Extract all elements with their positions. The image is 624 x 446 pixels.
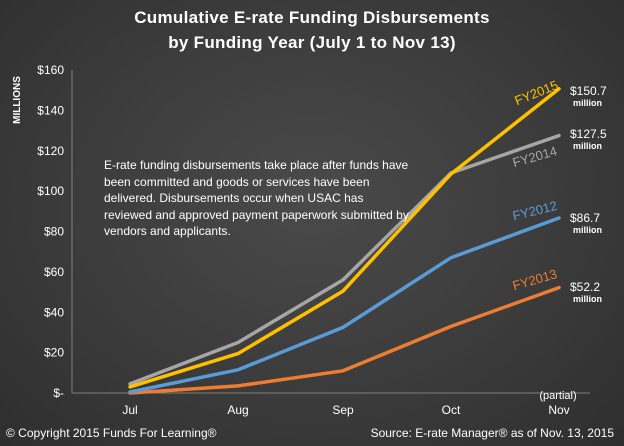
end-value-label: $52.2 [570, 280, 600, 294]
x-tick-label: Sep [332, 403, 354, 417]
series-label-fy2014: FY2014 [511, 143, 559, 170]
x-category-note: (partial) [539, 390, 576, 402]
series-line-fy2013 [128, 285, 561, 395]
x-tick-label: Nov [548, 403, 569, 417]
chart-annotation: E-rate funding disbursements take place … [104, 158, 409, 238]
chart-subtitle: by Funding Year (July 1 to Nov 13) [168, 33, 456, 52]
chart-title: Cumulative E-rate Funding Disbursements [134, 8, 490, 27]
series-line-fy2015 [128, 87, 561, 389]
end-value-unit: million [573, 141, 602, 151]
y-tick-label: $80 [44, 225, 64, 239]
y-tick-label: $60 [44, 265, 64, 279]
series-line-fy2012 [128, 216, 561, 394]
end-value-label: $150.7 [570, 84, 607, 98]
y-tick-label: $120 [37, 144, 64, 158]
y-tick-label: $160 [37, 63, 64, 77]
y-tick-label: $100 [37, 184, 64, 198]
series-label-fy2015: FY2015 [512, 77, 560, 108]
y-tick-label: $20 [44, 346, 64, 360]
copyright-text: © Copyright 2015 Funds For Learning® [6, 426, 217, 440]
y-tick-label: $140 [37, 103, 64, 117]
x-tick-label: Oct [442, 403, 461, 417]
end-value-unit: million [573, 98, 602, 108]
x-tick-label: Jul [122, 403, 137, 417]
end-value-label: $86.7 [570, 211, 600, 225]
series-line-fy2014 [128, 133, 561, 386]
y-axis-title: MILLIONS [12, 76, 23, 124]
end-value-label: $127.5 [570, 127, 607, 141]
end-value-unit: million [573, 225, 602, 235]
y-tick-label: $40 [44, 305, 64, 319]
source-text: Source: E-rate Manager® as of Nov. 13, 2… [370, 426, 614, 440]
x-tick-label: Aug [227, 403, 248, 417]
y-tick-label: $- [53, 386, 64, 400]
end-value-unit: million [573, 294, 602, 304]
